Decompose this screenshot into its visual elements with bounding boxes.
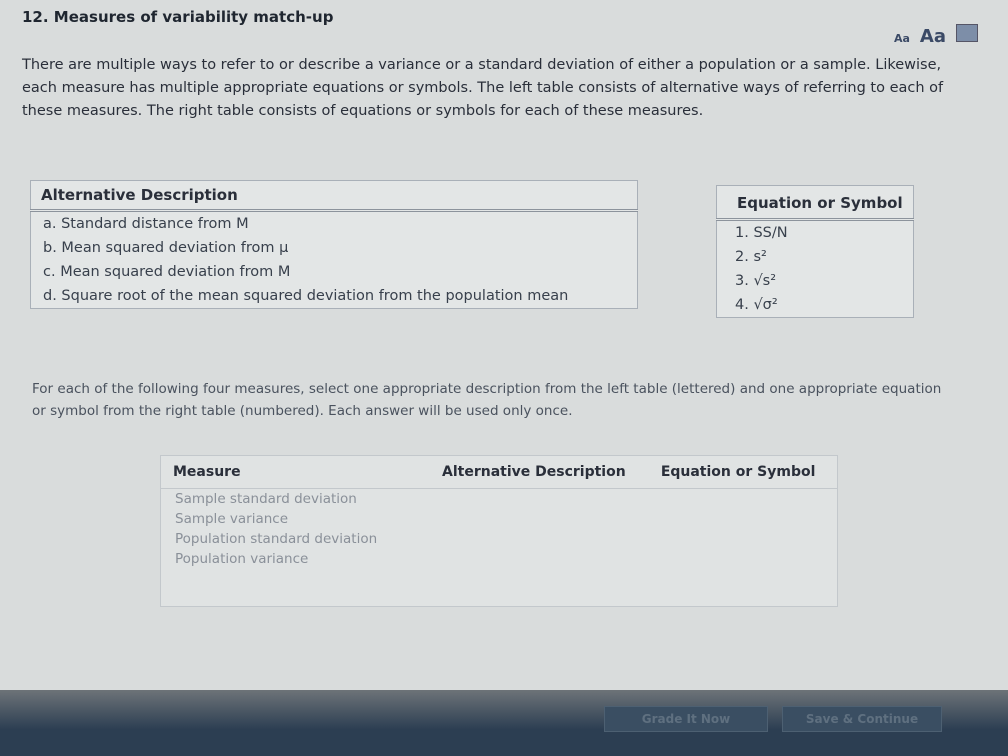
table-row: d. Square root of the mean squared devia… (31, 284, 638, 309)
font-large-button[interactable]: Aa (919, 26, 946, 47)
description-dropdown[interactable] (430, 509, 649, 529)
match-table-container: Measure Alternative Description Equation… (160, 455, 838, 607)
table-cell: 2. s² (735, 249, 767, 265)
table-row: 4. √σ² (717, 293, 914, 318)
instructions-text: For each of the following four measures,… (32, 381, 942, 419)
match-table: Measure Alternative Description Equation… (161, 456, 837, 569)
column-header: Equation or Symbol (648, 456, 837, 489)
description-dropdown[interactable] (430, 489, 649, 510)
table-row: Population variance (161, 549, 837, 569)
table-row: 1. SS/N (717, 220, 914, 246)
equation-dropdown[interactable] (649, 549, 837, 569)
table-cell: 3. √s² (735, 273, 777, 289)
measure-cell: Sample variance (175, 511, 289, 527)
equation-dropdown[interactable] (649, 489, 837, 510)
column-header: Alternative Description (30, 180, 638, 212)
table-row: 3. √s² (717, 269, 914, 293)
table-cell: b. Mean squared deviation from μ (43, 240, 289, 256)
grade-it-now-button[interactable]: Grade It Now (604, 706, 768, 732)
table-row: Sample standard deviation (161, 489, 837, 510)
table-cell: 4. √σ² (735, 297, 778, 313)
description-dropdown[interactable] (430, 549, 649, 569)
measure-cell: Population variance (175, 551, 309, 567)
print-icon[interactable] (956, 24, 978, 42)
table-cell: d. Square root of the mean squared devia… (43, 288, 569, 304)
equation-symbol-table: Equation or Symbol 1. SS/N 2. s² 3. √s² … (716, 185, 914, 318)
column-header: Measure (161, 456, 430, 489)
table-cell: 1. SS/N (735, 225, 788, 241)
description-dropdown[interactable] (430, 529, 649, 549)
question-title: 12. Measures of variability match-up (22, 8, 334, 26)
measure-cell: Population standard deviation (175, 531, 378, 547)
column-header: Alternative Description (430, 456, 649, 489)
intro-text: There are multiple ways to refer to or d… (22, 57, 944, 119)
font-size-controls: Aa Aa (894, 24, 978, 47)
equation-dropdown[interactable] (649, 509, 837, 529)
table-row: Population standard deviation (161, 529, 837, 549)
alternative-description-table: Alternative Description a. Standard dist… (30, 180, 638, 309)
table-row: Sample variance (161, 509, 837, 529)
table-row: b. Mean squared deviation from μ (31, 236, 638, 260)
table-row: a. Standard distance from M (31, 211, 638, 237)
save-continue-button[interactable]: Save & Continue (782, 706, 942, 732)
measure-cell: Sample standard deviation (175, 491, 357, 507)
equation-dropdown[interactable] (649, 529, 837, 549)
column-header: Equation or Symbol (716, 185, 914, 221)
font-small-button[interactable]: Aa (893, 32, 910, 45)
table-row: 2. s² (717, 245, 914, 269)
table-row: c. Mean squared deviation from M (31, 260, 638, 284)
table-cell: c. Mean squared deviation from M (43, 264, 291, 280)
table-cell: a. Standard distance from M (43, 216, 249, 232)
